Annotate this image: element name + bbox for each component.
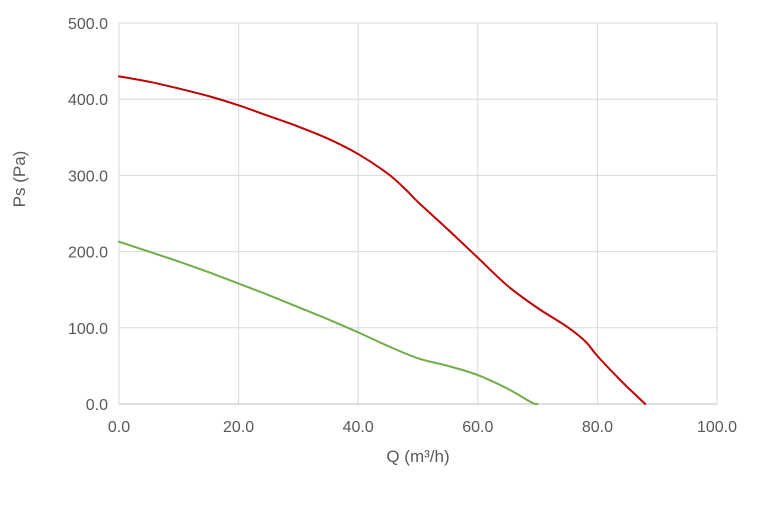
tick-label-layer: 0.0 100.0 200.0 300.0 400.0 500.0 0.0 20.0 40.0 6… bbox=[68, 16, 737, 436]
x-axis-title: Q (m³/h) bbox=[386, 447, 449, 466]
y-tick-label: 300.0 bbox=[68, 168, 108, 185]
x-tick-label: 40.0 bbox=[343, 419, 374, 436]
y-tick-label: 200.0 bbox=[68, 245, 108, 262]
series-line-1 bbox=[118, 75, 647, 405]
series-layer bbox=[118, 75, 647, 406]
y-tick-label: 500.0 bbox=[68, 16, 108, 33]
x-tick-label: 100.0 bbox=[697, 419, 737, 436]
y-tick-label: 0.0 bbox=[86, 397, 108, 414]
grid-layer bbox=[118, 22, 718, 404]
y-axis-title: Ps (Pa) bbox=[10, 151, 29, 208]
y-tick-label: 100.0 bbox=[68, 321, 108, 338]
x-tick-label: 60.0 bbox=[462, 419, 493, 436]
series-line-2 bbox=[118, 240, 539, 406]
x-tick-label: 80.0 bbox=[582, 419, 613, 436]
x-tick-label: 0.0 bbox=[108, 419, 130, 436]
y-tick-label: 400.0 bbox=[68, 92, 108, 109]
x-tick-label: 20.0 bbox=[223, 419, 254, 436]
